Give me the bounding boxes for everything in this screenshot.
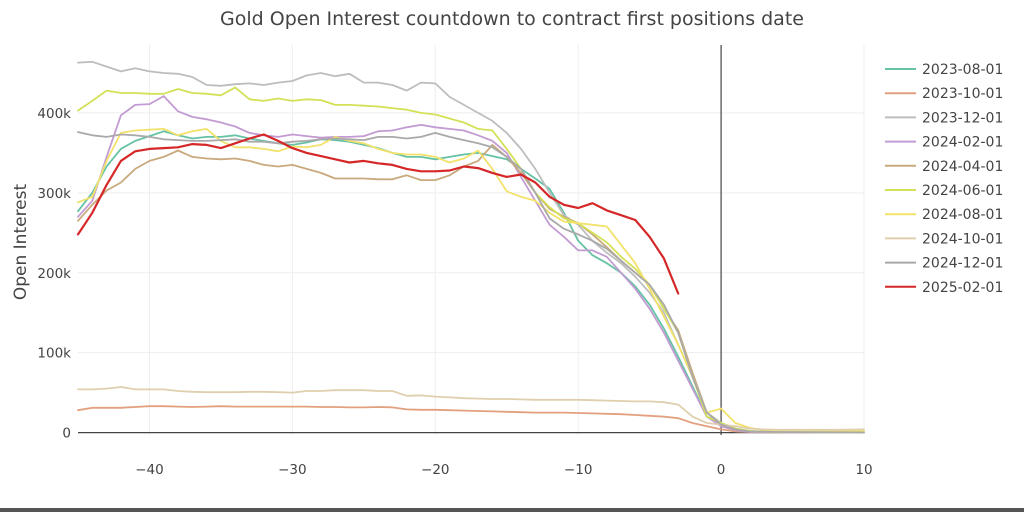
x-tick-label: 10 xyxy=(855,462,872,478)
x-tick-label: −40 xyxy=(135,462,164,478)
y-axis-ticks: 0 100k 200k 300k 400k xyxy=(37,106,71,442)
series-line-2024-10-01 xyxy=(77,386,865,431)
series-line-2024-02-01 xyxy=(77,95,865,434)
series-line-2024-04-01 xyxy=(77,144,865,434)
y-tick-label: 300k xyxy=(37,186,71,202)
legend: 2023-08-01 2023-10-01 2023-12-01 2024-02-01… xyxy=(885,62,1003,296)
series-line-2024-06-01 xyxy=(77,86,865,434)
y-tick-label: 400k xyxy=(37,106,71,122)
x-tick-label: −30 xyxy=(278,462,307,478)
legend-label: 2024-08-01 xyxy=(922,207,1003,223)
legend-label: 2023-12-01 xyxy=(922,110,1003,126)
chart-title: Gold Open Interest countdown to contract… xyxy=(220,8,804,30)
legend-label: 2024-02-01 xyxy=(922,135,1003,151)
x-tick-label: −20 xyxy=(421,462,450,478)
legend-label: 2024-12-01 xyxy=(922,256,1003,272)
series-line-2023-10-01 xyxy=(77,405,865,434)
legend-label: 2024-10-01 xyxy=(922,231,1003,247)
series-line-2025-02-01 xyxy=(76,133,680,295)
series-lines xyxy=(76,60,865,434)
x-axis-ticks: −40 −30 −20 −10 0 10 xyxy=(135,462,872,478)
y-tick-label: 100k xyxy=(37,346,71,362)
bottom-border xyxy=(0,508,1024,512)
series-line-2023-08-01 xyxy=(77,130,865,434)
y-axis-label: Open Interest xyxy=(11,184,31,301)
legend-label: 2023-10-01 xyxy=(922,86,1003,102)
legend-label: 2025-02-01 xyxy=(922,280,1003,296)
x-tick-label: 0 xyxy=(717,462,726,478)
y-tick-label: 0 xyxy=(62,426,71,442)
x-tick-label: −10 xyxy=(564,462,593,478)
legend-label: 2024-06-01 xyxy=(922,183,1003,199)
gridlines xyxy=(78,45,865,435)
y-tick-label: 200k xyxy=(37,266,71,282)
legend-label: 2024-04-01 xyxy=(922,159,1003,175)
legend-label: 2023-08-01 xyxy=(922,62,1003,78)
series-line-2024-08-01 xyxy=(77,128,865,432)
series-line-2024-12-01 xyxy=(77,131,865,434)
